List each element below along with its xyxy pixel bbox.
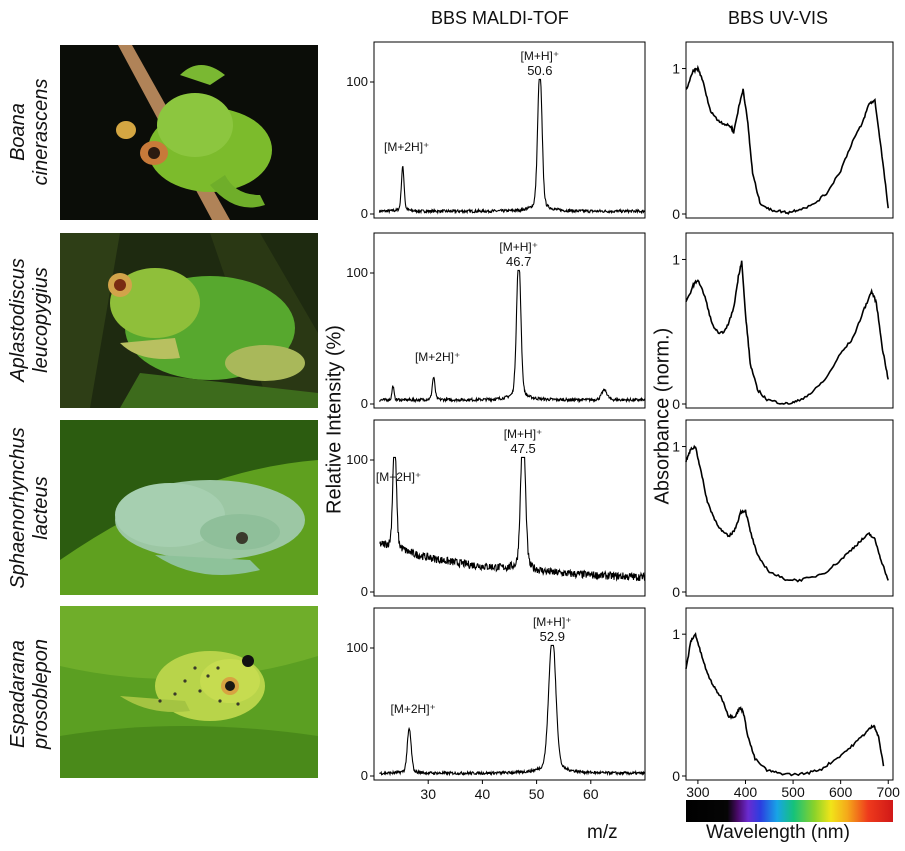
maldi-spectrum-line	[378, 269, 646, 404]
peak-label-mh: [M+H]⁺	[521, 49, 560, 63]
maldi-y-tick-label: 0	[361, 584, 368, 599]
maldi-y-tick-label: 0	[361, 768, 368, 783]
maldi-frame	[373, 607, 646, 781]
maldi-frame	[373, 41, 646, 219]
peak-label-m2h: [M+2H]⁺	[391, 702, 436, 716]
peak-value-label: 52.9	[540, 629, 565, 644]
wavelength-color-bar	[686, 800, 893, 822]
uvvis-y-tick-label: 1	[672, 251, 680, 267]
maldi-y-tick-label: 100	[346, 74, 368, 89]
maldi-spectrum-line	[379, 456, 646, 582]
maldi-x-axis-label: m/z	[587, 822, 618, 843]
maldi-y-tick-label: 100	[346, 452, 368, 467]
uvvis-y-tick-label: 0	[672, 768, 680, 784]
uvvis-x-tick-label: 600	[829, 784, 853, 800]
uvvis-y-tick-label: 0	[672, 396, 680, 412]
maldi-y-tick-label: 0	[361, 206, 368, 221]
uvvis-y-tick-label: 1	[672, 626, 680, 642]
uvvis-spectrum-line	[685, 444, 889, 583]
frog-photo-1	[60, 45, 318, 220]
maldi-spectrum-line	[378, 78, 646, 215]
uvvis-frame	[685, 232, 894, 409]
maldi-y-tick-label: 100	[346, 265, 368, 280]
maldi-y-tick-label: 0	[361, 396, 368, 411]
uvvis-frame	[685, 419, 894, 597]
uvvis-spectrum-line	[685, 64, 889, 215]
maldi-spectrum-line	[379, 644, 646, 777]
peak-label-mh: [M+H]⁺	[499, 240, 538, 254]
uvvis-x-tick-label: 400	[734, 784, 758, 800]
uvvis-spectrum-line	[685, 260, 889, 405]
uvvis-y-tick-label: 0	[672, 584, 680, 600]
peak-label-m2h: [M+2H]⁺	[415, 350, 460, 364]
maldi-x-tick-label: 40	[475, 786, 491, 802]
peak-value-label: 47.5	[510, 441, 535, 456]
uvvis-spectrum-line	[685, 632, 885, 777]
peak-value-label: 46.7	[506, 254, 531, 269]
peak-label-m2h: [M+2H]⁺	[376, 470, 421, 484]
maldi-frame	[373, 419, 646, 597]
maldi-frame	[373, 232, 646, 409]
peak-label-mh: [M+H]⁺	[504, 427, 543, 441]
peak-label-mh: [M+H]⁺	[533, 615, 572, 629]
maldi-x-tick-label: 60	[583, 786, 599, 802]
uvvis-y-tick-label: 0	[672, 206, 680, 222]
frog-photo-2	[60, 233, 318, 408]
uvvis-frame	[685, 41, 894, 219]
peak-label-m2h: [M+2H]⁺	[384, 140, 429, 154]
uvvis-x-tick-label: 500	[781, 784, 805, 800]
uvvis-y-tick-label: 1	[672, 439, 680, 455]
uvvis-frame	[685, 607, 894, 781]
uvvis-x-tick-label: 300	[686, 784, 710, 800]
frog-photo-4	[60, 606, 318, 778]
uvvis-y-tick-label: 1	[672, 61, 680, 77]
maldi-x-tick-label: 50	[529, 786, 545, 802]
frog-photo-3	[60, 420, 318, 595]
uvvis-title: BBS UV-VIS	[728, 8, 829, 28]
maldi-y-tick-label: 100	[346, 640, 368, 655]
maldi-title: BBS MALDI-TOF	[431, 8, 569, 28]
uvvis-x-axis-label: Wavelength (nm)	[706, 822, 850, 843]
uvvis-x-tick-label: 700	[877, 784, 901, 800]
peak-value-label: 50.6	[527, 63, 552, 78]
maldi-x-tick-label: 30	[420, 786, 436, 802]
